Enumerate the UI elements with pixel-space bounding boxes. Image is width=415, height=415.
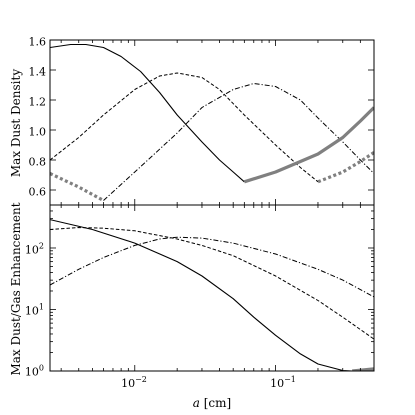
bottom-series-line-solid bbox=[50, 219, 361, 371]
top-ytick-label: 1.4 bbox=[29, 66, 47, 79]
bottom-series-line-dashdot bbox=[50, 236, 374, 298]
bottom-panel-frame bbox=[49, 204, 375, 372]
bottom-series-line-dashed bbox=[50, 227, 374, 340]
top-panel-series bbox=[50, 43, 374, 202]
top-series-line-solid bbox=[50, 43, 245, 183]
top-ytick-label: 0.6 bbox=[29, 186, 47, 199]
top-series-line-dashdot bbox=[103, 83, 374, 201]
bottom-ytick-label: 101 bbox=[25, 303, 44, 318]
xtick-label: 10−2 bbox=[121, 375, 147, 390]
xtick-label: 10−1 bbox=[270, 375, 296, 390]
top-ytick-label: 1.2 bbox=[29, 96, 47, 109]
bottom-panel-series bbox=[50, 219, 374, 371]
top-ytick-label: 1.6 bbox=[29, 36, 47, 49]
bottom-ytick-label: 100 bbox=[25, 364, 44, 379]
bottom-ytick-label: 102 bbox=[25, 242, 44, 257]
top-series-line-dashed bbox=[50, 72, 319, 183]
top-series-line-thick-dotted bbox=[317, 151, 374, 184]
top-y-axis-label: Max Dust Density bbox=[9, 69, 23, 177]
x-axis-label: a [cm] bbox=[193, 396, 231, 410]
plot-area bbox=[50, 43, 374, 371]
top-series-line-thick-solid bbox=[243, 106, 374, 184]
top-ytick-label: 1.0 bbox=[29, 126, 47, 139]
top-ytick-label: 0.8 bbox=[29, 156, 47, 169]
bottom-y-axis-label: Max Dust/Gas Enhancement bbox=[9, 202, 23, 375]
top-series-line-thick-dotted bbox=[50, 172, 105, 202]
